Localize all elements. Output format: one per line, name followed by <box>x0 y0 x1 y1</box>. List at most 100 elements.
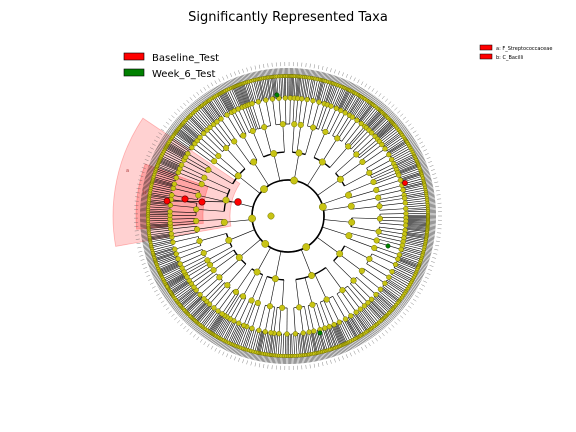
branch-line <box>277 333 281 356</box>
branch-line <box>393 269 413 280</box>
branch-line <box>265 100 272 126</box>
outer-tick <box>415 134 419 137</box>
branch-line <box>253 80 260 102</box>
tree-node <box>269 96 276 102</box>
outer-tick <box>141 167 146 169</box>
branch-line <box>378 197 405 203</box>
branch-line <box>351 205 380 210</box>
branch-line <box>386 279 406 293</box>
branch-line <box>148 225 171 228</box>
branch-line <box>170 221 197 224</box>
branch-line <box>252 130 264 157</box>
outer-tick <box>342 355 344 360</box>
outer-tick <box>378 335 382 339</box>
branch-line <box>176 177 202 187</box>
branch-line <box>398 257 419 267</box>
branch-line <box>368 301 385 319</box>
outer-tick <box>313 363 315 368</box>
branch-line <box>213 97 226 117</box>
branch-line <box>402 183 425 190</box>
branch-line <box>400 174 422 182</box>
outer-tick <box>135 196 140 198</box>
branch-line <box>210 99 223 118</box>
branch-line <box>375 122 393 138</box>
branch-line <box>234 86 244 107</box>
branch-line <box>374 246 400 256</box>
outer-tick <box>139 255 144 257</box>
branch-line <box>310 331 316 354</box>
branch-line <box>356 311 370 331</box>
outer-tick <box>349 75 352 80</box>
branch-line <box>170 280 190 293</box>
tree-node <box>354 117 360 123</box>
branch-line <box>388 277 408 289</box>
branch-line <box>148 212 171 214</box>
outer-tick <box>163 304 167 307</box>
branch-line <box>218 155 240 175</box>
tree-node <box>235 254 243 261</box>
branch-line <box>259 78 265 101</box>
branch-line <box>150 236 172 241</box>
branch-line <box>237 175 261 194</box>
branch-line <box>170 225 197 230</box>
branch-line <box>225 321 237 342</box>
branch-line <box>209 249 234 266</box>
branch-line <box>299 307 304 334</box>
branch-line <box>159 263 181 274</box>
branch-line <box>335 154 357 174</box>
branch-line <box>220 92 232 113</box>
tree-node <box>345 143 352 150</box>
branch-line <box>164 149 185 161</box>
tree-node <box>358 120 364 127</box>
branch-line <box>372 297 390 314</box>
branch-line <box>226 89 237 110</box>
tree-node <box>350 277 357 284</box>
branch-line <box>358 103 372 122</box>
branch-line <box>398 256 420 266</box>
branch-line <box>210 314 223 333</box>
branch-line <box>171 281 190 294</box>
tree-node <box>306 329 312 335</box>
branch-line <box>222 91 234 112</box>
branch-line <box>322 138 338 163</box>
branch-line <box>366 303 383 321</box>
enriched-node-baseline <box>181 195 189 203</box>
outer-tick <box>410 127 414 130</box>
branch-line <box>169 141 189 154</box>
tree-node <box>328 103 334 109</box>
branch-line <box>166 146 186 158</box>
tree-node <box>262 329 268 335</box>
branch-line <box>229 323 240 344</box>
outer-tick <box>400 113 404 117</box>
tree-node <box>348 218 356 226</box>
branch-line <box>171 232 198 238</box>
branch-line <box>377 235 404 243</box>
branch-line <box>171 229 198 235</box>
tree-node <box>271 275 279 283</box>
branch-line <box>265 332 270 355</box>
enriched-node-baseline <box>402 180 408 186</box>
branch-line <box>233 86 243 108</box>
branch-line <box>178 172 203 183</box>
branch-line <box>170 223 197 226</box>
branch-line <box>164 271 185 283</box>
branch-line <box>283 76 286 99</box>
branch-line <box>369 114 386 132</box>
branch-line <box>281 279 285 308</box>
branch-line <box>336 293 352 317</box>
branch-line <box>352 280 372 300</box>
outer-tick <box>423 149 427 152</box>
branch-line <box>269 278 276 307</box>
branch-line <box>347 285 365 307</box>
tree-node <box>197 134 203 141</box>
outer-tick <box>330 68 332 73</box>
tree-node <box>220 218 228 226</box>
branch-line <box>154 174 176 182</box>
outer-tick <box>375 90 378 95</box>
branch-line <box>375 179 401 189</box>
tree-node <box>175 256 181 262</box>
outer-tick <box>397 318 401 322</box>
tree-node <box>173 175 179 181</box>
tree-node <box>249 127 256 135</box>
branch-line <box>183 122 201 138</box>
